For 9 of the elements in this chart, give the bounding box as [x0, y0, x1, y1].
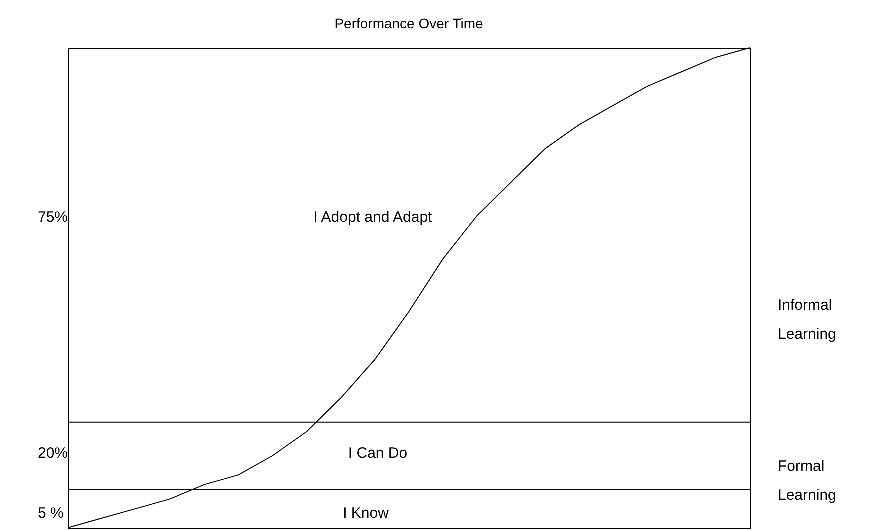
text: 75% — [38, 209, 68, 226]
text: 5 % — [38, 505, 64, 522]
text: Formal Learning — [778, 458, 836, 504]
chart-title: Performance Over Time — [334, 16, 484, 32]
text: 20% — [38, 445, 68, 462]
annotation: I Know — [343, 505, 390, 522]
annotation: I Adopt and Adapt — [314, 209, 434, 226]
annotation: I Can Do — [348, 445, 408, 462]
text: Informal Learning — [778, 297, 836, 343]
